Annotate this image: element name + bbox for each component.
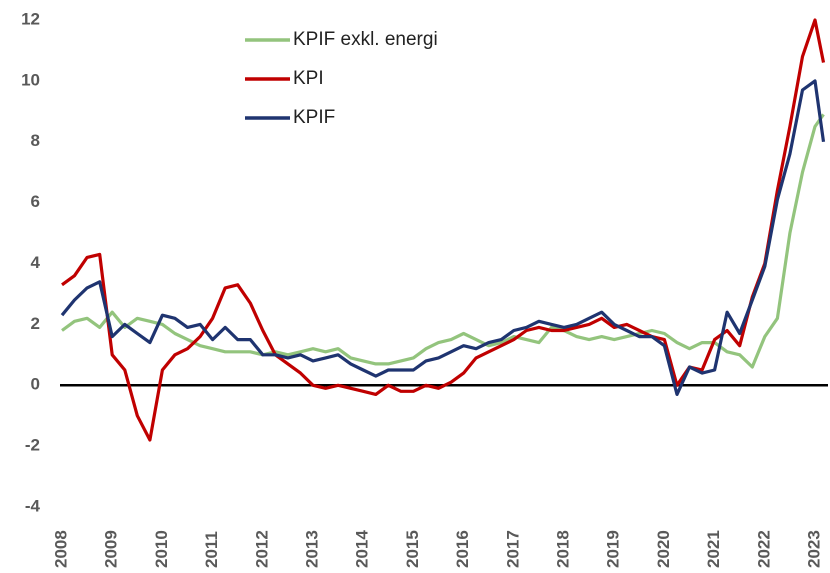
x-tick-label: 2021 bbox=[704, 530, 723, 568]
x-tick-label: 2009 bbox=[102, 530, 121, 568]
series-line bbox=[60, 79, 826, 396]
x-tick-label: 2015 bbox=[403, 530, 422, 568]
series-line bbox=[61, 113, 825, 369]
legend-label: KPI bbox=[293, 68, 324, 89]
y-tick-label: -4 bbox=[25, 496, 41, 515]
x-tick-label: 2010 bbox=[152, 530, 171, 568]
x-tick-label: 2017 bbox=[503, 530, 522, 568]
x-tick-label: 2018 bbox=[553, 530, 572, 568]
x-tick-label: 2019 bbox=[604, 530, 623, 568]
x-tick-label: 2016 bbox=[453, 530, 472, 568]
x-tick-label: 2014 bbox=[353, 530, 372, 568]
y-tick-label: 0 bbox=[31, 375, 40, 394]
legend-label: KPIF bbox=[293, 107, 335, 128]
y-tick-label: 2 bbox=[31, 314, 40, 333]
x-tick-label: 2022 bbox=[754, 530, 773, 568]
legend-label: KPIF exkl. energi bbox=[293, 29, 438, 50]
y-tick-label: 8 bbox=[31, 131, 40, 150]
x-tick-label: 2012 bbox=[252, 530, 271, 568]
y-tick-label: 6 bbox=[31, 192, 40, 211]
x-tick-label: 2008 bbox=[51, 530, 70, 568]
x-tick-label: 2023 bbox=[804, 530, 823, 568]
y-tick-label: -2 bbox=[25, 436, 40, 455]
y-tick-label: 12 bbox=[21, 9, 40, 28]
y-tick-label: 4 bbox=[31, 253, 41, 272]
series-line bbox=[61, 18, 826, 442]
x-tick-label: 2013 bbox=[302, 530, 321, 568]
y-tick-label: 10 bbox=[21, 70, 40, 89]
x-tick-label: 2011 bbox=[202, 531, 221, 568]
x-tick-label: 2020 bbox=[654, 530, 673, 568]
